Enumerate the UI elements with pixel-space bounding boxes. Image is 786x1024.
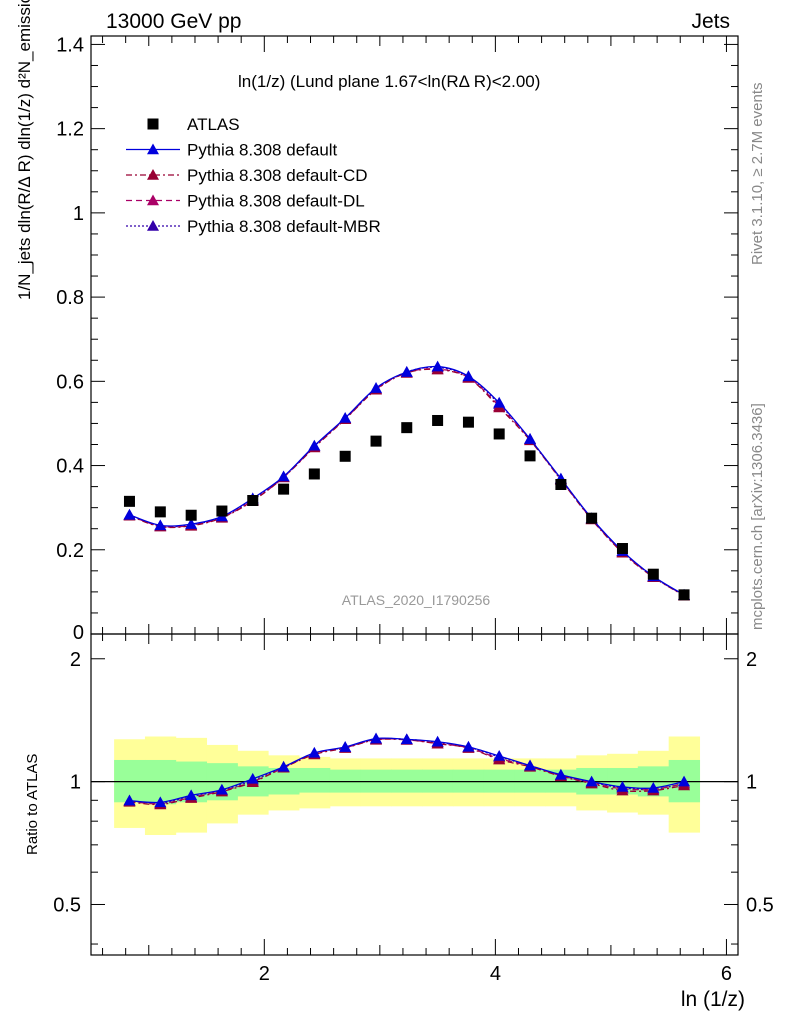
data-point <box>616 543 628 555</box>
data-point <box>278 483 290 495</box>
marker-default <box>277 470 290 482</box>
marker-default <box>400 366 413 377</box>
data-point <box>185 509 197 521</box>
series-line-cd <box>129 368 685 597</box>
ratio-marker-default <box>246 772 259 784</box>
marker-default <box>339 411 352 423</box>
ratio-marker-default <box>431 735 444 747</box>
data-point <box>123 495 135 507</box>
y-tick-label: 1 <box>73 203 84 225</box>
uncertainty-band-inner <box>298 767 331 793</box>
data-point <box>678 589 690 601</box>
y-axis-title-text: 1/N_jets dln(R/Δ R) dln(1/z) d²N_emissio… <box>15 0 34 300</box>
y-tick-label: 1.2 <box>56 119 84 141</box>
data-point <box>247 495 259 507</box>
ratio-marker-default <box>524 759 537 771</box>
y-axis-title-bottom: Ratio to ATLAS <box>24 754 41 855</box>
series-line-mbr <box>129 366 685 596</box>
legend-label: Pythia 8.308 default-CD <box>187 166 368 185</box>
marker-default <box>154 519 167 531</box>
ratio-marker-default <box>277 760 290 772</box>
data-point <box>586 512 598 524</box>
analysis-watermark: ATLAS_2020_I1790256 <box>342 592 491 608</box>
y-tick-label: 0.8 <box>56 287 84 309</box>
ratio-marker-default <box>616 780 629 792</box>
ratio-marker-default <box>554 768 567 780</box>
marker-default <box>370 382 383 393</box>
y-tick-label: 1.4 <box>56 34 84 56</box>
data-point <box>524 450 536 462</box>
legend-label: Pythia 8.308 default-DL <box>187 192 365 211</box>
legend-label: ATLAS <box>187 115 240 134</box>
plot-title: ln(1/z) (Lund plane 1.67<ln(RΔ R)<2.00) <box>238 72 540 91</box>
data-point <box>216 505 228 517</box>
series-line-dl <box>129 368 685 596</box>
ratio-marker-default <box>123 794 136 806</box>
data-point <box>493 428 505 440</box>
mcplots-label: mcplots.cern.ch [arXiv:1306.3436] <box>749 403 766 630</box>
ratio-marker-default <box>462 740 475 752</box>
legend-label: Pythia 8.308 default-MBR <box>187 217 381 236</box>
ratio-marker-default <box>370 732 383 744</box>
ratio-y-tick-label: 0.5 <box>53 894 81 916</box>
ratio-y-tick-label-right: 0.5 <box>746 894 774 916</box>
x-axis-title: ln (1/z) <box>681 988 745 1011</box>
ratio-marker-default <box>154 796 167 808</box>
marker-default <box>493 396 506 408</box>
rivet-version-label: Rivet 3.1.10, ≥ 2.7M events <box>749 83 766 266</box>
series-line-default <box>129 365 685 596</box>
legend-marker-cd <box>147 169 159 180</box>
main-panel: 0.2 0.4 0.6 0.8 1 1.2 1.4 0 <box>56 34 739 644</box>
data-point <box>555 479 567 490</box>
y-tick-label: 0.2 <box>56 540 84 562</box>
y-tick-label-zero: 0 <box>73 622 84 644</box>
ratio-y-tick-label-right: 1 <box>746 772 757 794</box>
ratio-y-tick-label: 1 <box>70 772 81 794</box>
ratio-marker-default <box>339 741 352 752</box>
ratio-marker-default <box>400 733 413 745</box>
marker-default <box>431 360 444 372</box>
ratio-marker-default <box>493 749 506 761</box>
ratio-marker-default <box>215 783 228 795</box>
data-point <box>370 435 382 447</box>
legend-marker-default <box>147 143 159 155</box>
ratio-marker-default <box>647 781 660 793</box>
data-point <box>647 568 659 580</box>
data-point <box>308 468 320 480</box>
ratio-marker-default <box>678 775 691 787</box>
ratio-y-tick-label-right: 2 <box>746 649 757 671</box>
legend-marker-data <box>147 118 159 130</box>
ratio-panel: 2 4 6 0.5 0.5 1 1 2 2 <box>53 633 774 985</box>
y-tick-label: 0.6 <box>56 371 84 393</box>
x-tick-label: 2 <box>259 963 270 985</box>
legend-marker-mbr <box>147 220 159 231</box>
marker-default <box>524 433 537 444</box>
data-point <box>154 506 166 518</box>
x-tick-label: 6 <box>721 963 732 985</box>
header-right: Jets <box>691 10 730 33</box>
ratio-marker-default <box>185 789 198 801</box>
data-point <box>401 422 413 434</box>
legend: ATLAS Pythia 8.308 default Pythia 8.308 de… <box>126 115 381 236</box>
ratio-y-tick-label: 2 <box>70 649 81 671</box>
y-axis-title-top: 1/N_jets dln(R/Δ R) dln(1/z) d²N_emissio… <box>15 0 34 300</box>
marker-default <box>185 518 198 529</box>
ratio-panel-frame <box>90 633 739 956</box>
x-tick-label: 4 <box>490 963 501 985</box>
legend-marker-dl <box>147 194 159 206</box>
legend-label: Pythia 8.308 default <box>187 141 338 160</box>
marker-default <box>123 508 136 520</box>
ratio-marker-default <box>585 775 598 787</box>
data-point <box>432 414 444 426</box>
data-point <box>339 450 351 462</box>
ratio-marker-default <box>308 746 321 758</box>
header-left: 13000 GeV pp <box>106 10 241 33</box>
marker-default <box>462 370 475 382</box>
data-point <box>462 416 474 428</box>
y-tick-label: 0.4 <box>56 456 84 478</box>
marker-default <box>308 439 321 451</box>
